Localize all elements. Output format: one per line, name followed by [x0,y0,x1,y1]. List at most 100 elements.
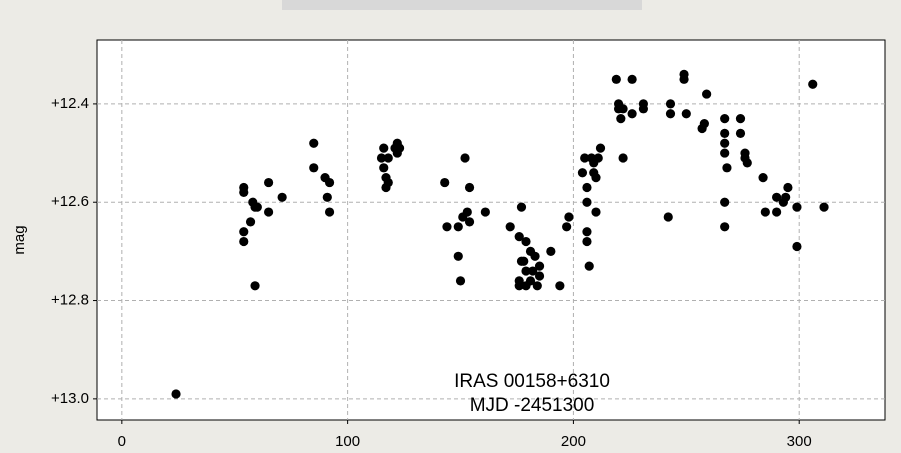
point [564,212,574,222]
annotation: MJD -2451300 [470,395,595,416]
point [582,197,592,207]
point [792,241,802,252]
point [263,207,274,217]
point [772,207,782,217]
point [528,266,538,276]
point [239,187,249,197]
point [735,114,746,124]
point [250,281,260,291]
point [819,202,829,212]
point [722,163,732,173]
point [519,256,529,266]
point [462,207,472,217]
point [591,207,601,217]
point [324,207,335,217]
y-tick-label: +12.8 [51,292,89,309]
point [379,163,389,173]
point [555,281,565,291]
point [546,246,556,256]
y-tick-label: +12.4 [51,95,89,112]
y-tick-label: +12.6 [51,193,89,210]
point [521,236,531,247]
point [455,276,466,286]
point [171,389,181,399]
point [521,266,531,276]
point [383,177,393,188]
point [720,197,730,207]
point [322,192,332,202]
point [808,79,818,89]
point [772,192,782,202]
point [580,153,590,163]
point [277,192,287,202]
point [505,222,515,232]
point [309,138,319,148]
point [460,153,470,163]
point [783,182,793,193]
point [699,118,709,129]
point [781,192,791,202]
point [595,143,606,153]
point [534,271,545,281]
cropped-header [282,0,642,10]
plot-area [96,39,886,421]
point [679,74,689,84]
point [534,261,545,271]
point [582,182,592,193]
point [627,109,637,119]
point [720,138,730,148]
point [758,173,768,183]
point [792,202,802,212]
point [702,89,712,99]
point [616,114,626,124]
point [584,261,594,271]
point [309,163,319,173]
point [760,207,770,217]
point [525,276,536,286]
point [239,227,249,237]
point [376,153,387,163]
point [480,207,490,217]
point [252,202,262,212]
point [464,217,475,227]
point [591,173,601,183]
annotation: IRAS 00158+6310 [454,371,610,392]
point [720,222,730,232]
point [593,153,603,163]
point [562,222,572,232]
point [453,222,463,232]
x-tick-label: 300 [787,433,812,450]
point [618,104,628,114]
point [720,128,730,139]
point [516,202,527,212]
point [245,217,256,227]
point [663,212,673,222]
point [618,153,628,163]
point [514,232,524,242]
point [383,153,393,163]
point [577,168,588,178]
point [735,128,746,139]
point [379,143,389,153]
point [514,281,524,291]
point [582,227,592,237]
point [582,236,592,247]
point [681,109,691,119]
x-tick-label: 200 [561,433,586,450]
point [742,158,752,168]
point [720,114,730,124]
point [665,99,676,109]
y-tick-label: +13.0 [51,390,89,407]
point [453,251,463,261]
point [627,74,637,84]
point [263,177,274,188]
point [532,281,542,291]
x-tick-label: 0 [118,433,126,450]
point [530,251,540,261]
point [442,222,452,232]
point [464,182,475,193]
point [611,74,621,84]
point [720,148,730,158]
x-tick-label: 100 [335,433,360,450]
